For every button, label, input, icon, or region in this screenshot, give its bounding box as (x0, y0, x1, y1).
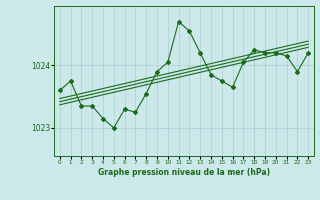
X-axis label: Graphe pression niveau de la mer (hPa): Graphe pression niveau de la mer (hPa) (98, 168, 270, 177)
